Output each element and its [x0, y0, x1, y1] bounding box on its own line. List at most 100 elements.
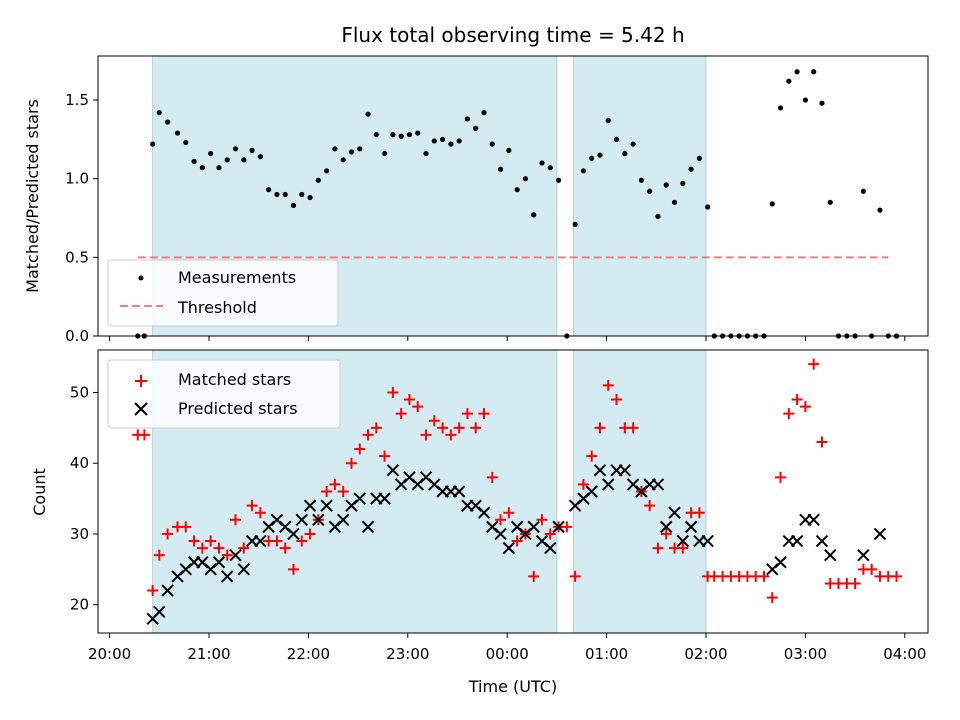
ratio-measurements-point	[164, 119, 171, 125]
count-matched-stars-point	[296, 535, 308, 547]
legend-measurements-label: Measurements	[178, 268, 296, 287]
chart-title: Flux total observing time = 5.42 h	[341, 23, 684, 47]
count-matched-stars-point	[577, 478, 589, 490]
ratio-measurements-point	[282, 191, 288, 198]
count-matched-stars-point	[337, 486, 349, 497]
count-x-tick-label: 22:00	[287, 645, 330, 663]
ratio-measurements-point	[257, 154, 263, 160]
ratio-measurements-point	[464, 116, 471, 122]
count-matched-stars-point	[153, 549, 165, 561]
ratio-measurements-point	[705, 204, 711, 210]
count-matched-stars-point	[677, 542, 689, 554]
count-matched-stars-point	[693, 507, 705, 519]
count-matched-stars-point	[254, 507, 266, 519]
ratio-measurements-point	[647, 188, 653, 194]
count-predicted-stars-point	[585, 485, 598, 498]
count-predicted-stars-point	[153, 605, 166, 618]
ratio-measurements-point	[877, 207, 883, 213]
ratio-measurements-point	[241, 157, 247, 163]
count-matched-stars-point	[544, 528, 556, 540]
count-predicted-stars-point	[807, 513, 820, 527]
ratio-measurements-point	[216, 165, 222, 171]
ratio-measurements-point	[630, 141, 636, 147]
count-panel-frame	[97, 349, 929, 634]
count-matched-stars-point	[791, 394, 803, 406]
count-x-tick-label: 03:00	[784, 645, 827, 663]
count-predicted-stars-point	[287, 527, 300, 541]
ratio-measurements-point	[605, 117, 611, 124]
ratio-measurements-point	[481, 110, 487, 116]
ratio-y-tick-label: 0.5	[65, 248, 89, 266]
count-predicted-stars-point	[701, 534, 714, 548]
count-predicted-stars-point	[161, 584, 174, 597]
ratio-measurements-point	[373, 132, 379, 138]
count-predicted-stars-point	[527, 520, 540, 534]
count-matched-stars-point	[420, 429, 432, 441]
ratio-measurements-point	[439, 136, 446, 142]
count-predicted-stars-point	[386, 464, 400, 477]
ratio-measurements-point	[183, 139, 189, 146]
count-matched-stars-point	[611, 394, 623, 406]
count-matched-stars-point	[271, 535, 283, 547]
count-matched-stars-point	[246, 500, 258, 512]
count-matched-stars-point	[345, 457, 357, 469]
ratio-measurements-point	[794, 69, 800, 75]
count-predicted-stars-point	[790, 534, 804, 548]
ratio-measurements-point	[232, 146, 239, 152]
ratio-y-tick-label: 1.0	[65, 170, 89, 188]
count-matched-stars-point	[461, 408, 473, 420]
count-predicted-stars-point	[602, 478, 615, 491]
ratio-shaded-interval	[573, 55, 707, 337]
count-x-tick-label: 23:00	[386, 645, 429, 663]
count-matched-stars-point	[528, 570, 540, 582]
ratio-measurements-point	[266, 187, 272, 193]
count-x-tick-label: 02:00	[684, 645, 727, 663]
ratio-measurements-point	[208, 150, 214, 157]
count-matched-stars-point	[437, 422, 449, 434]
count-matched-stars-point	[230, 514, 242, 526]
count-predicted-stars-point	[320, 499, 333, 512]
ratio-measurements-point	[340, 157, 346, 163]
count-predicted-stars-point	[544, 541, 557, 555]
count-predicted-stars-point	[815, 534, 829, 548]
count-matched-stars-point	[866, 563, 878, 575]
ratio-measurements-point	[431, 138, 437, 144]
legend-matched-label: Matched stars	[178, 370, 291, 389]
ratio-measurements-point	[357, 146, 363, 152]
count-predicted-stars-point	[353, 492, 366, 505]
ratio-measurements-point	[382, 150, 388, 157]
ratio-measurements-point	[415, 130, 421, 136]
ratio-measurements-point	[688, 166, 694, 172]
count-matched-stars-point	[569, 570, 581, 582]
count-predicted-stars-point	[618, 464, 632, 477]
count-matched-stars-point	[486, 471, 498, 483]
count-matched-stars-point	[138, 429, 150, 441]
count-predicted-stars-point	[676, 534, 690, 548]
ratio-measurements-point	[663, 182, 669, 188]
ratio-measurements-point	[332, 146, 338, 152]
ratio-measurements-point	[224, 157, 230, 163]
count-matched-stars-point	[758, 570, 770, 582]
count-predicted-stars-point	[660, 520, 673, 534]
count-predicted-stars-point	[361, 520, 375, 534]
count-matched-stars-point	[478, 408, 490, 420]
count-matched-stars-point	[213, 542, 225, 554]
count-matched-stars-point	[766, 592, 778, 604]
ratio-measurements-point	[827, 199, 833, 205]
count-matched-stars-point	[304, 528, 316, 540]
count-panel: 20 30 40 50 20:00 21:00 22:00 23:00 00:00 01:00 0…	[30, 349, 929, 696]
count-matched-stars-point	[147, 585, 159, 597]
ratio-measurements-point	[365, 111, 371, 117]
count-matched-stars-point	[799, 401, 811, 413]
ratio-measurements-point	[274, 191, 280, 198]
count-matched-stars-point	[205, 535, 217, 547]
count-predicted-stars-point	[229, 548, 242, 562]
ratio-measurements-point	[589, 155, 595, 161]
ratio-measurements-point	[811, 69, 817, 75]
count-matched-stars-point	[445, 429, 457, 441]
count-y-tick-label: 40	[70, 454, 89, 472]
x-axis-label: Time (UTC)	[468, 677, 557, 696]
count-predicted-stars-point	[824, 548, 837, 562]
ratio-measurements-point	[613, 136, 620, 142]
count-matched-stars-point	[561, 521, 573, 533]
